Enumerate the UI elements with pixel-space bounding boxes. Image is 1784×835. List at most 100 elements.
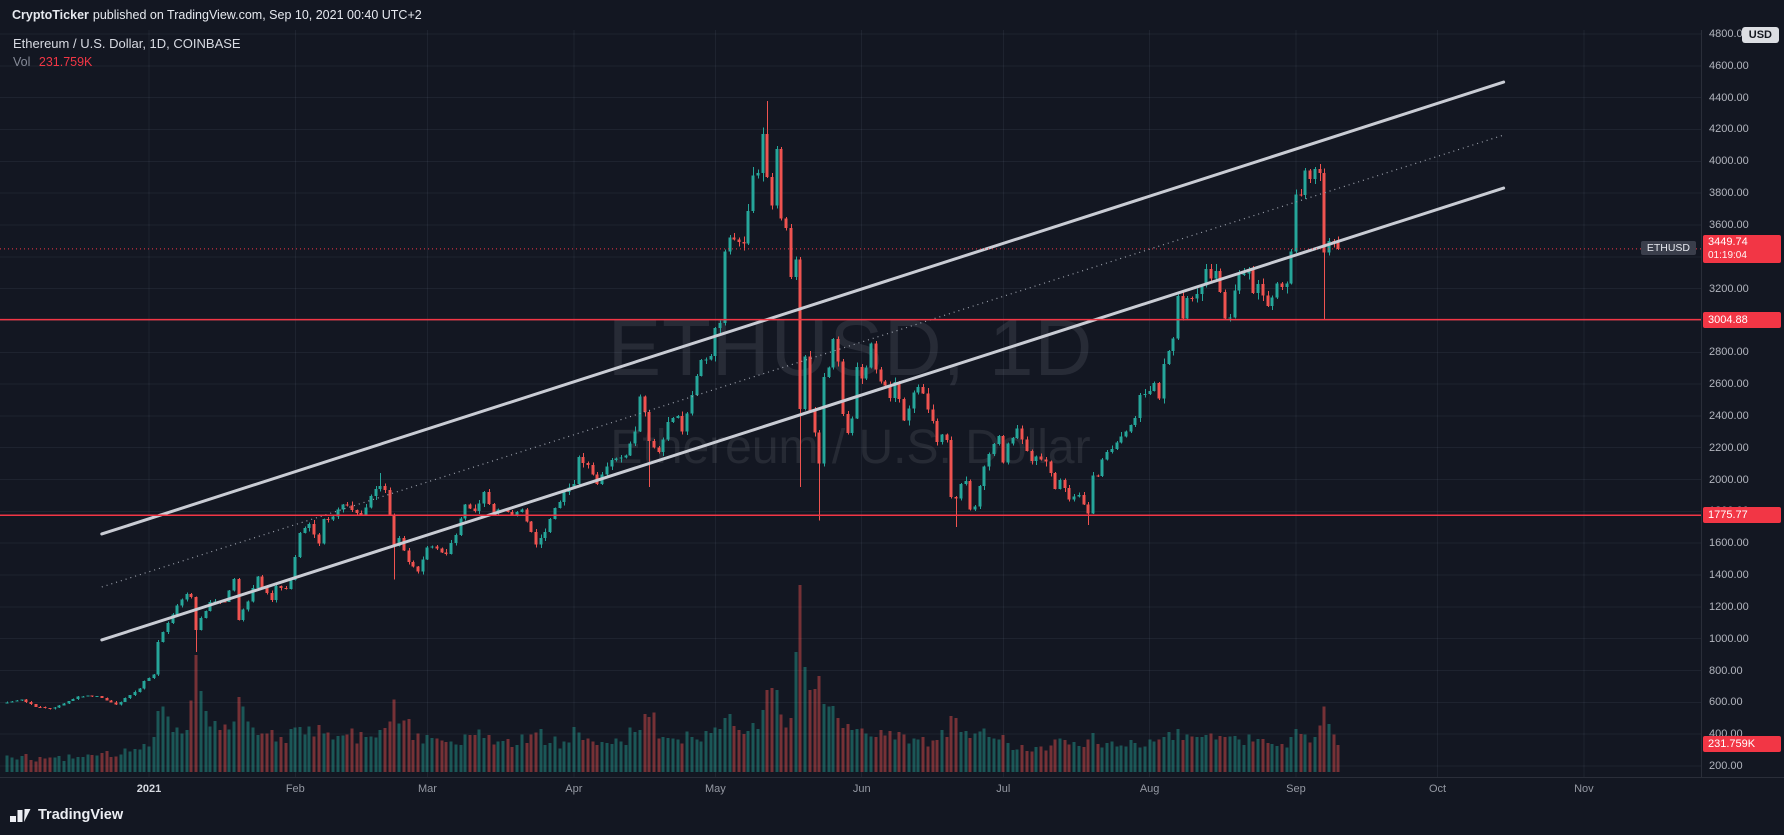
volume-bar xyxy=(312,736,316,772)
volume-bar xyxy=(123,748,127,772)
currency-unit-chip[interactable]: USD xyxy=(1741,27,1779,43)
volume-bar xyxy=(945,736,949,772)
volume-bar xyxy=(685,731,689,772)
candle-body xyxy=(350,505,354,511)
volume-bar xyxy=(473,735,477,772)
candle-body xyxy=(883,381,887,386)
tradingview-logo[interactable] xyxy=(10,806,31,824)
candle-body xyxy=(992,444,996,454)
candle-body xyxy=(251,587,255,602)
volume-bar xyxy=(1247,734,1251,772)
volume-bar xyxy=(53,757,57,772)
volume-bar xyxy=(1285,747,1289,772)
volume-bar xyxy=(265,733,269,772)
volume-bar xyxy=(836,718,840,772)
volume-bar xyxy=(270,729,274,772)
volume-bar xyxy=(633,732,637,772)
candle-body xyxy=(893,382,897,399)
candle-body xyxy=(751,175,755,211)
candle-body xyxy=(128,695,132,698)
candle-body xyxy=(1096,475,1100,477)
volume-bar xyxy=(1152,741,1156,772)
candle-body xyxy=(912,392,916,409)
price-axis[interactable]: 4800.00 4600.00 4400.00 4200.00 4000.00 3800.… xyxy=(1701,28,1784,777)
time-tick-label: Oct xyxy=(1428,783,1447,795)
channel-lower-line[interactable] xyxy=(100,186,1506,642)
candle-body xyxy=(633,431,637,444)
volume-bar xyxy=(902,734,906,772)
candle-body xyxy=(459,518,463,535)
candle-body xyxy=(543,531,547,539)
volume-bar xyxy=(831,706,835,772)
volume-bar xyxy=(973,733,977,772)
candle-body xyxy=(303,527,307,533)
volume-bar xyxy=(383,727,387,772)
volume-bar xyxy=(81,756,85,772)
volume-bar xyxy=(425,734,429,772)
candle-body xyxy=(813,410,817,433)
channel-middle-line[interactable] xyxy=(101,134,1504,588)
volume-bar xyxy=(751,722,755,772)
candle-body xyxy=(577,456,581,485)
legend-symbol[interactable]: Ethereum / U.S. Dollar, 1D, COINBASE xyxy=(13,36,241,51)
volume-bar xyxy=(704,731,708,772)
candle-body xyxy=(907,408,911,421)
volume-bar xyxy=(501,741,505,772)
volume-bar xyxy=(180,733,184,772)
candle-body xyxy=(581,456,585,464)
candle-body xyxy=(166,622,170,633)
candle-body xyxy=(1100,459,1104,477)
volume-bar xyxy=(855,728,859,772)
attribution-bar: CryptoTicker published on TradingView.co… xyxy=(0,0,1784,30)
volume-bar xyxy=(610,743,614,772)
candle-body xyxy=(680,416,684,432)
volume-bar xyxy=(926,746,930,772)
legend-volume[interactable]: Vol 231.759K xyxy=(13,55,241,69)
volume-bar xyxy=(638,729,642,772)
volume-bar xyxy=(728,713,732,772)
candle-body xyxy=(388,489,392,515)
candle-body xyxy=(180,599,184,606)
level-badge-1: 3004.88 xyxy=(1703,311,1781,328)
time-axis[interactable]: 2021 Feb Mar Apr May Jun Jul Aug Sep Oct Nov xyxy=(0,777,1784,801)
volume-bar xyxy=(628,727,632,772)
candle-body xyxy=(685,413,689,432)
volume-bar xyxy=(666,738,670,772)
candle-body xyxy=(779,148,783,219)
candle-body xyxy=(86,695,90,697)
volume-bar xyxy=(1119,745,1123,772)
volume-bar xyxy=(147,746,151,772)
candle-body xyxy=(1129,425,1133,432)
volume-bar xyxy=(520,734,524,772)
candle-body xyxy=(152,674,156,678)
candle-body xyxy=(798,259,802,410)
candle-body xyxy=(1044,459,1048,462)
volume-bar xyxy=(109,757,113,772)
volume-bar xyxy=(152,736,156,772)
channel-upper-line[interactable] xyxy=(100,80,1506,536)
candle-body xyxy=(1157,382,1161,399)
volume-bar xyxy=(307,726,311,772)
volume-bar xyxy=(477,729,481,772)
candle-body xyxy=(204,610,208,619)
volume-bar xyxy=(964,731,968,772)
volume-bar xyxy=(732,725,736,772)
volume-bar xyxy=(1015,749,1019,772)
candle-body xyxy=(553,507,557,519)
price-tick-label: 1600.00 xyxy=(1709,537,1749,550)
tradingview-wordmark[interactable]: TradingView xyxy=(38,807,124,823)
candle-body xyxy=(260,576,264,588)
candle-body xyxy=(307,523,311,528)
candle-body xyxy=(473,508,477,512)
volume-bar xyxy=(161,706,165,772)
candle-body xyxy=(1275,283,1279,298)
volume-bar xyxy=(506,739,510,772)
candle-body xyxy=(926,393,930,410)
volume-bar xyxy=(454,744,458,772)
volume-bar xyxy=(322,733,326,772)
candle-body xyxy=(737,239,741,243)
candle-body xyxy=(355,510,359,514)
volume-bar xyxy=(260,733,264,772)
